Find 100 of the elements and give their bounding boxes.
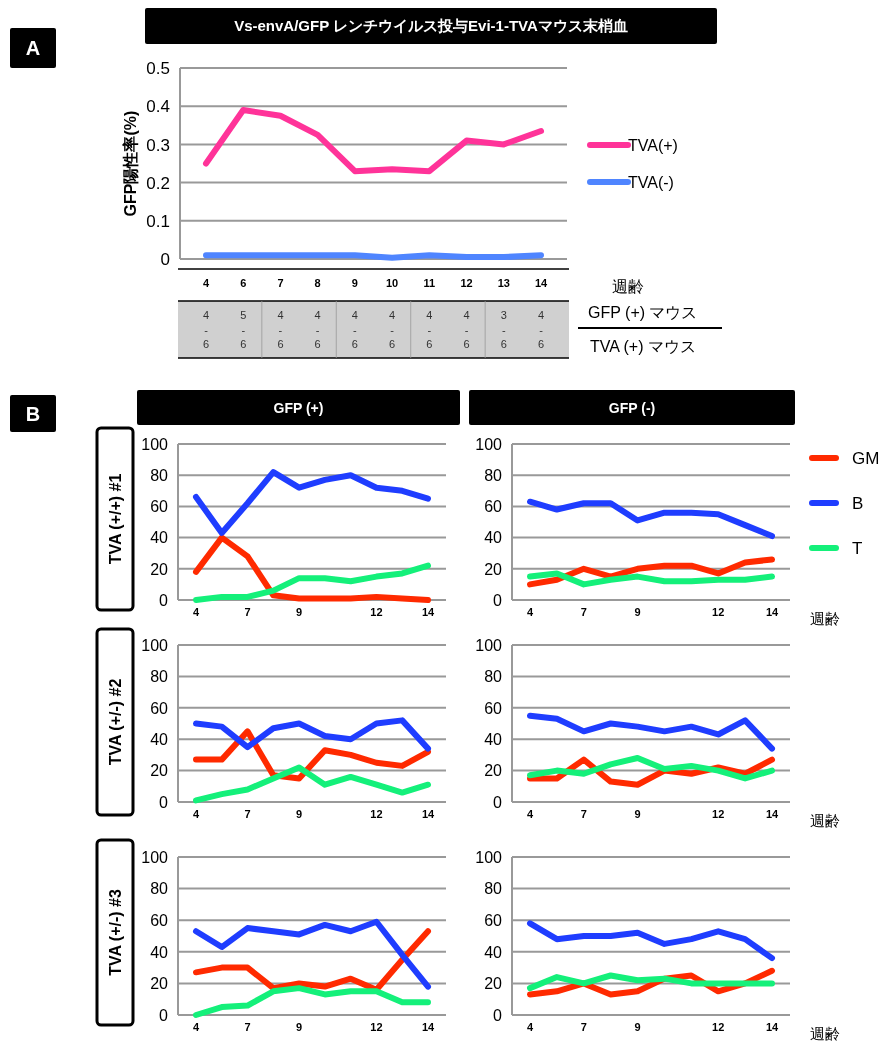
x-tick-label: 9 [634, 808, 641, 820]
x-axis-title: 週齢 [612, 278, 644, 295]
text: 4 - 6 [463, 309, 470, 350]
y-tick-label: 0.4 [146, 97, 170, 117]
x-tick-label: 7 [277, 277, 284, 289]
x-tick-label: 12 [460, 277, 473, 289]
chart-title: Vs-envA/GFP レンチウイルス投与Evi-1-TVAマウス末梢血 [234, 17, 628, 35]
x-tick-label: 14 [421, 606, 435, 618]
text: 4 - 6 [389, 309, 396, 350]
y-tick-label: 20 [484, 975, 503, 993]
legend-label: T [852, 539, 863, 558]
x-tick-label: 9 [296, 606, 303, 618]
text: TVA (+) マウス [590, 338, 696, 355]
x-tick-label: 4 [526, 808, 534, 820]
x-tick-label: 13 [497, 277, 510, 289]
text: 4 - 6 [351, 309, 358, 350]
x-axis-title: 週齢 [810, 610, 840, 627]
y-tick-label: 80 [150, 668, 169, 686]
y-tick-label: 0 [493, 1006, 503, 1024]
x-tick-label: 7 [580, 1021, 587, 1033]
x-tick-label: 14 [534, 277, 548, 289]
y-tick-label: 80 [150, 880, 169, 898]
x-tick-label: 9 [634, 1021, 641, 1033]
y-tick-label: 0 [159, 591, 169, 609]
chart-title: GFP (-) [608, 399, 656, 416]
y-tick-label: 0 [493, 793, 503, 811]
y-tick-label: 40 [484, 529, 503, 547]
y-axis-title: TVA (+/-) #3 [107, 889, 124, 976]
x-tick-label: 9 [296, 808, 303, 820]
x-tick-label: 14 [765, 808, 779, 820]
y-tick-label: 100 [475, 636, 503, 654]
y-tick-label: 100 [141, 848, 169, 866]
y-tick-label: 20 [484, 560, 503, 578]
x-tick-label: 12 [712, 606, 725, 618]
text: 4 - 6 [202, 309, 210, 350]
text: A [25, 37, 41, 60]
y-tick-label: 0.1 [146, 211, 170, 231]
x-tick-label: 12 [712, 1021, 725, 1033]
x-tick-label: 9 [634, 606, 641, 618]
x-tick-label: 4 [526, 606, 534, 618]
y-tick-label: 0.2 [146, 173, 170, 193]
x-tick-label: 9 [296, 1021, 303, 1033]
text: 4 - 6 [277, 309, 284, 350]
y-tick-label: 80 [484, 880, 503, 898]
x-tick-label: 11 [423, 277, 436, 289]
text: GFP (+) マウス [588, 304, 698, 321]
y-tick-label: 40 [484, 730, 503, 748]
y-tick-label: 20 [150, 975, 169, 993]
x-tick-label: 7 [580, 606, 587, 618]
y-axis-title: TVA (+/-) #2 [107, 678, 124, 766]
x-tick-label: 4 [192, 1021, 200, 1033]
text: 3 - 6 [500, 309, 507, 350]
y-axis-title: TVA (+/+) #1 [107, 473, 124, 565]
x-tick-label: 7 [244, 1021, 251, 1033]
x-tick-label: 8 [314, 277, 321, 289]
y-tick-label: 20 [484, 762, 503, 780]
legend-label: TVA(-) [628, 174, 674, 191]
y-tick-label: 100 [141, 435, 169, 453]
x-tick-label: 14 [765, 1021, 779, 1033]
y-tick-label: 40 [484, 943, 503, 961]
x-tick-label: 12 [370, 808, 383, 820]
text: 4 - 6 [426, 309, 433, 350]
x-tick-label: 14 [421, 808, 435, 820]
y-tick-label: 60 [484, 911, 503, 929]
legend-label: TVA(+) [628, 137, 678, 154]
y-tick-label: 40 [150, 529, 169, 547]
y-tick-label: 0 [159, 793, 169, 811]
x-tick-label: 7 [244, 808, 251, 820]
x-tick-label: 4 [202, 277, 210, 289]
y-tick-label: 100 [141, 636, 169, 654]
x-tick-label: 9 [351, 277, 358, 289]
x-tick-label: 7 [580, 808, 587, 820]
y-tick-label: 0 [160, 250, 170, 270]
y-tick-label: 0.3 [146, 135, 170, 155]
x-tick-label: 6 [240, 277, 247, 289]
y-tick-label: 0 [159, 1006, 169, 1024]
x-tick-label: 12 [370, 1021, 383, 1033]
y-tick-label: 80 [150, 466, 169, 484]
chart-title: GFP (+) [273, 399, 324, 416]
y-tick-label: 20 [150, 560, 169, 578]
y-tick-label: 0.5 [146, 59, 170, 79]
x-tick-label: 12 [370, 606, 383, 618]
y-tick-label: 20 [150, 762, 169, 780]
y-tick-label: 100 [475, 435, 503, 453]
x-axis-title: 週齢 [810, 1025, 840, 1042]
y-tick-label: 40 [150, 730, 169, 748]
x-tick-label: 14 [421, 1021, 435, 1033]
text: 4 - 6 [314, 309, 321, 350]
y-tick-label: 40 [150, 943, 169, 961]
text: 5 - 6 [240, 309, 247, 350]
legend-label: GM [852, 449, 880, 468]
x-tick-label: 4 [192, 808, 200, 820]
y-axis-title: GFP陽性率(%) [121, 110, 139, 217]
x-tick-label: 4 [192, 606, 200, 618]
legend-label: B [852, 494, 864, 513]
text: B [25, 402, 41, 425]
y-tick-label: 0 [493, 591, 503, 609]
y-tick-label: 60 [484, 699, 503, 717]
text: 4 - 6 [537, 309, 545, 350]
y-tick-label: 80 [484, 668, 503, 686]
